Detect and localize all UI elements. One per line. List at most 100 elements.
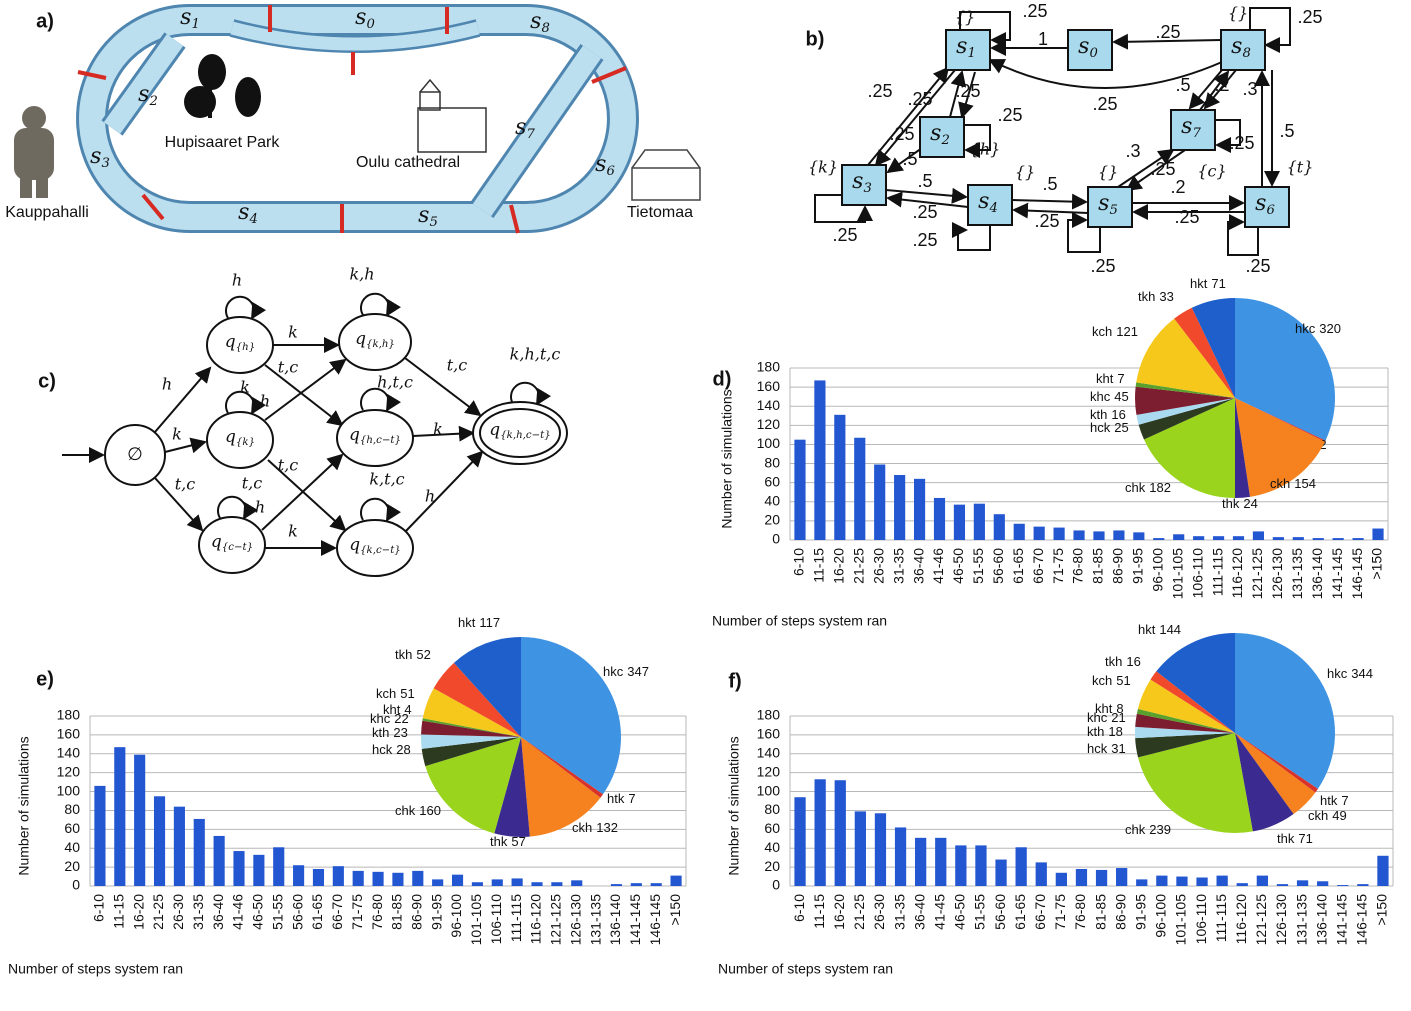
pie-label-value: 24 xyxy=(1243,496,1257,511)
mdp-edge-label: .25 xyxy=(912,230,937,250)
x-tick-label: 51-55 xyxy=(269,894,285,930)
pie-slice xyxy=(1135,713,1235,733)
automaton-state-sub: {c−t} xyxy=(222,542,253,553)
mdp-edge-label: .5 xyxy=(902,149,917,169)
x-axis-title: Number of steps system ran xyxy=(8,961,183,977)
pie-slice xyxy=(1235,398,1326,442)
y-tick-label: 40 xyxy=(764,492,780,508)
mdp-edges xyxy=(814,7,1291,256)
x-tick-label: 61-65 xyxy=(309,894,325,930)
pie-label-name: thk xyxy=(1277,831,1295,846)
x-tick-label: 91-95 xyxy=(1130,548,1146,584)
mdp-edge-label: .25 xyxy=(1229,133,1254,153)
segment-label-base: s xyxy=(90,144,101,169)
x-tick-label: 126-130 xyxy=(1269,548,1285,600)
mdp-node-label: s8 xyxy=(1231,34,1251,61)
bar xyxy=(1272,537,1284,540)
pie-label-name: kth xyxy=(372,725,389,740)
x-tick-label: 66-70 xyxy=(1032,894,1048,930)
pie-label-value: 23 xyxy=(393,725,407,740)
y-tick-label: 80 xyxy=(64,801,80,817)
x-tick-label: 96-100 xyxy=(448,894,464,938)
bar xyxy=(610,884,623,886)
bar xyxy=(471,882,483,886)
pie-slice xyxy=(453,637,521,737)
automaton-edge-label: t,c xyxy=(447,356,468,375)
automaton-state-sub: {k} xyxy=(236,437,255,448)
x-tick-label: 11-15 xyxy=(811,548,827,583)
panel-label: f) xyxy=(728,670,741,692)
pie-label-name: hkc xyxy=(603,664,624,679)
pie-label-name: hkc xyxy=(1295,321,1316,336)
x-tick-label: 126-130 xyxy=(567,894,583,946)
pie-label: khc 21 xyxy=(1087,710,1126,725)
mdp-node-label-sub: 2 xyxy=(940,133,949,148)
pie-label-name: hck xyxy=(1090,420,1111,435)
bar xyxy=(1377,855,1389,886)
segment-label-sub: 5 xyxy=(429,215,437,230)
segment-label-sub: 0 xyxy=(366,17,374,32)
pie-label-value: 52 xyxy=(416,647,430,662)
mdp-edge-label: .25 xyxy=(1174,207,1199,227)
bar xyxy=(571,880,583,886)
bar xyxy=(392,872,404,886)
bar xyxy=(1332,538,1344,540)
pie-label-name: hkt xyxy=(1190,276,1208,291)
automaton-edge-label: t,c xyxy=(242,474,263,493)
pie-slice xyxy=(1235,733,1294,832)
pie-label: ckh 132 xyxy=(572,820,618,835)
automaton-edge-label: k xyxy=(288,522,298,541)
y-tick-label: 140 xyxy=(57,744,81,760)
x-tick-label: 61-65 xyxy=(1010,548,1026,584)
mdp-node-label-sub: 6 xyxy=(1266,203,1274,218)
x-axis-title: Number of steps system ran xyxy=(712,613,887,629)
pie-slice xyxy=(1235,398,1325,497)
x-tick-label: 101-105 xyxy=(1169,548,1185,600)
pie-label-value: 117 xyxy=(479,615,500,630)
y-tick-label: 160 xyxy=(57,726,81,742)
x-tick-label: 121-125 xyxy=(548,894,564,946)
automaton-edge-label: h xyxy=(162,375,172,394)
mdp-edge-label: .25 xyxy=(832,225,857,245)
pie-label-value: 7 xyxy=(1117,371,1124,386)
pie-label-value: 21 xyxy=(1111,710,1125,725)
pie-label: kch 121 xyxy=(1092,324,1138,339)
pie-slice xyxy=(420,734,521,749)
pie-label-name: hkt xyxy=(1138,622,1156,637)
x-tick-label: 16-20 xyxy=(831,894,847,930)
y-tick-label: 80 xyxy=(764,801,780,817)
x-tick-label: 51-55 xyxy=(972,894,988,930)
pie-label-value: 182 xyxy=(1149,480,1171,495)
x-tick-label: 141-145 xyxy=(1329,548,1345,600)
pie-label-value: 347 xyxy=(627,664,649,679)
automaton-state: q{h} xyxy=(225,332,255,353)
mdp-node-label: s5 xyxy=(1098,191,1118,218)
x-axis-title: Number of steps system ran xyxy=(718,961,893,977)
mdp-node-label-base: s xyxy=(1078,34,1089,59)
pie-label-value: 160 xyxy=(419,803,441,818)
bar xyxy=(1236,883,1248,886)
pie-label-name: khc xyxy=(370,711,391,726)
pie-label-value: 25 xyxy=(1114,420,1128,435)
place-label: Oulu cathedral xyxy=(356,154,460,171)
bar xyxy=(794,439,806,540)
pie-label: hck 25 xyxy=(1090,420,1129,435)
x-tick-label: 136-140 xyxy=(1313,894,1329,946)
mdp-node-annotation: {} xyxy=(1015,163,1035,182)
automaton-state: q{c−t} xyxy=(211,532,253,553)
bar xyxy=(1212,536,1225,540)
mdp-edge-label: .25 xyxy=(1155,22,1180,42)
mdp-edge-label: .5 xyxy=(1042,174,1057,194)
mdp-edge-label: .25 xyxy=(1090,256,1115,276)
panel-label: a) xyxy=(36,10,54,32)
pie-label: kth 18 xyxy=(1087,724,1123,739)
pie-label-name: chk xyxy=(395,803,416,818)
pie-slice xyxy=(494,737,530,837)
bar xyxy=(953,504,966,540)
mdp-node-label-sub: 4 xyxy=(988,201,997,216)
y-tick-label: 60 xyxy=(764,473,780,489)
automaton-edge-label: h xyxy=(255,498,265,517)
mdp-edge-label: .5 xyxy=(1279,121,1294,141)
bar xyxy=(630,883,642,886)
